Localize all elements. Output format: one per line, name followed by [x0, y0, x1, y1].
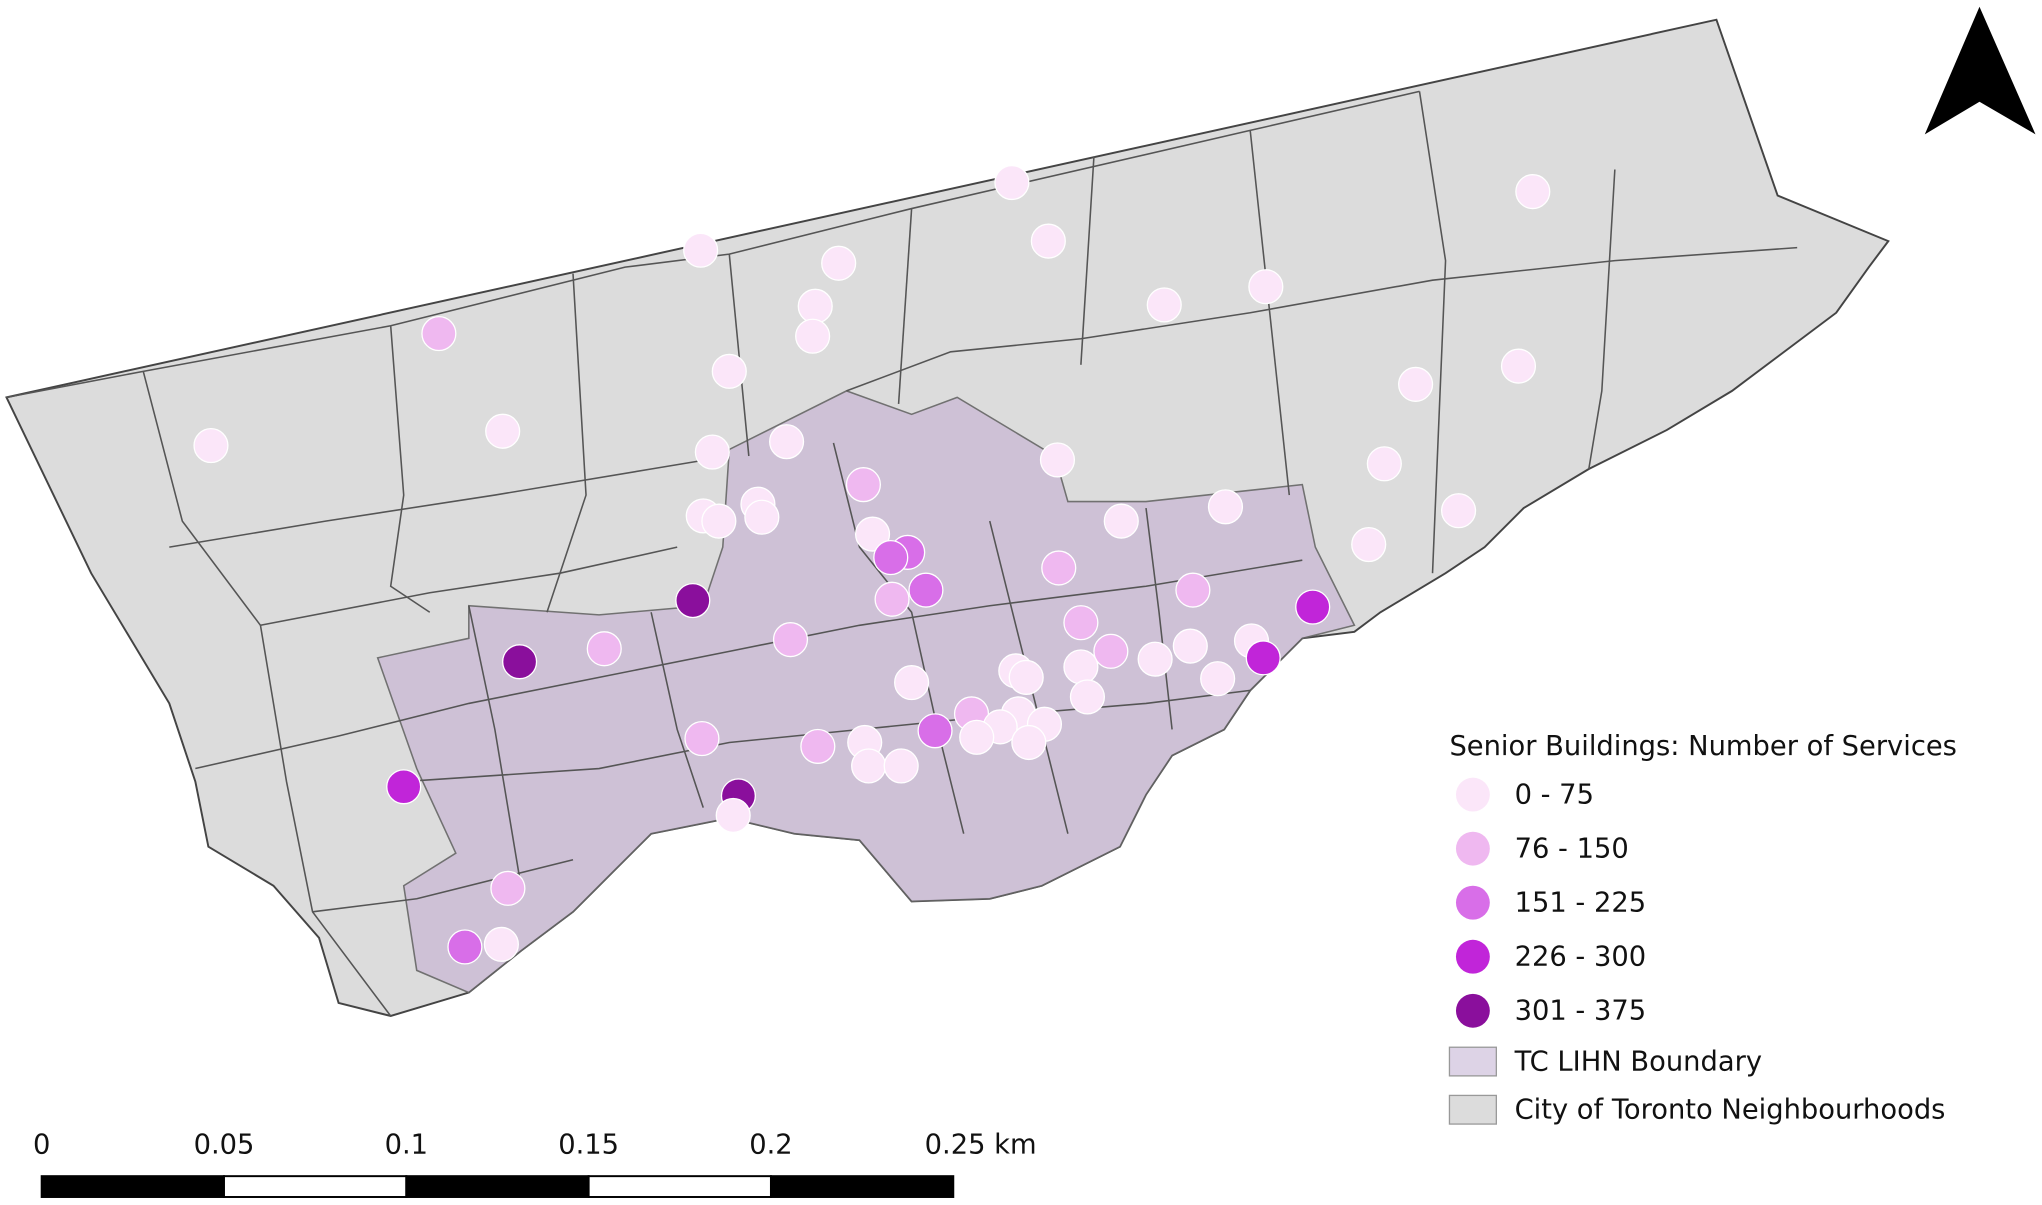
building-point: [1351, 526, 1387, 563]
building-point: [483, 926, 519, 962]
scale-label: 0.05: [194, 1130, 255, 1161]
building-point: [1295, 589, 1331, 625]
scale-segment: [40, 1175, 225, 1198]
building-point: [1146, 287, 1182, 323]
building-point: [917, 713, 953, 749]
building-point: [744, 499, 780, 535]
building-point: [1011, 724, 1047, 761]
building-point: [1063, 605, 1099, 641]
legend-label: TC LIHN Boundary: [1514, 1046, 1762, 1077]
building-point: [701, 503, 737, 539]
building-point: [1366, 446, 1402, 482]
building-point: [447, 929, 483, 965]
legend-label: 0 - 75: [1515, 779, 1594, 810]
legend-swatch: [1455, 993, 1490, 1028]
building-point: [1069, 679, 1105, 715]
building-point: [490, 870, 526, 906]
scale-label: 0.2: [749, 1130, 792, 1161]
legend-label: 301 - 375: [1515, 996, 1647, 1027]
building-point: [845, 467, 882, 503]
building-point: [874, 581, 910, 617]
building-point: [675, 582, 711, 619]
building-point: [854, 516, 891, 552]
building-point: [800, 728, 836, 764]
scale-label: 0.15: [558, 1130, 619, 1161]
building-point: [1030, 223, 1066, 259]
building-point: [959, 719, 995, 755]
scale-label: 0: [33, 1130, 50, 1161]
map-area: [5, 18, 1890, 1017]
building-point: [994, 164, 1030, 201]
building-point: [711, 353, 747, 389]
legend-swatch: [1455, 831, 1490, 866]
legend-label: City of Toronto Neighbourhoods: [1515, 1095, 1946, 1126]
legend-swatch: [1455, 885, 1490, 920]
building-point: [1063, 649, 1099, 685]
building-point: [1515, 174, 1551, 210]
building-point: [821, 245, 857, 281]
building-point: [1200, 661, 1236, 697]
building-point: [1207, 489, 1244, 525]
building-point: [502, 644, 538, 680]
building-point: [1008, 659, 1044, 695]
legend-label: 76 - 150: [1515, 833, 1629, 864]
building-point: [1175, 572, 1211, 608]
building-point: [1398, 366, 1434, 402]
building-point: [586, 631, 622, 667]
north-arrow: [1924, 6, 2036, 135]
legend-swatch: [1455, 939, 1490, 974]
building-point: [769, 424, 805, 460]
building-point: [1248, 269, 1284, 305]
scale-segment: [405, 1175, 590, 1198]
legend-label: 226 - 300: [1515, 942, 1647, 973]
building-point: [715, 797, 751, 834]
building-point: [386, 769, 422, 805]
scale-bar: 0 0.05 0.1 0.15 0.2 0.25 km: [33, 1130, 1037, 1198]
scale-label: 0.1: [385, 1130, 428, 1161]
building-point: [908, 572, 944, 608]
lihn-boundary: [376, 390, 1356, 994]
building-point: [1039, 442, 1076, 478]
building-point: [795, 318, 831, 354]
legend-swatch: [1455, 777, 1490, 812]
building-point: [694, 434, 730, 470]
scale-segment: [587, 1175, 772, 1198]
building-point: [772, 622, 809, 658]
building-point: [894, 665, 930, 701]
building-point: [851, 748, 887, 784]
legend-title: Senior Buildings: Number of Services: [1449, 731, 1956, 762]
building-point: [1172, 628, 1208, 664]
legend: 0 - 75 76 - 150 151 - 225 226 - 300 301 - 37…: [1448, 777, 1946, 1126]
scale-label: 0.25 km: [925, 1130, 1037, 1161]
building-points: [193, 164, 1551, 965]
scale-segment: [223, 1175, 408, 1198]
building-point: [1103, 503, 1139, 539]
building-point: [1041, 550, 1077, 586]
building-point: [883, 748, 919, 784]
building-point: [797, 288, 833, 324]
neighbourhood-lines: [6, 90, 1798, 1017]
building-point: [1093, 633, 1129, 669]
legend-swatch: [1448, 1046, 1497, 1077]
building-point: [1137, 641, 1173, 677]
building-point: [873, 539, 909, 576]
building-point: [1245, 640, 1281, 676]
building-point: [683, 232, 719, 268]
building-point: [421, 315, 457, 352]
building-point: [485, 413, 521, 449]
legend-label: 151 - 225: [1515, 887, 1647, 918]
building-point: [684, 721, 720, 757]
legend-swatch: [1448, 1094, 1497, 1125]
building-point: [193, 427, 229, 464]
building-point: [1440, 493, 1477, 529]
scale-segment: [769, 1175, 955, 1198]
building-point: [1500, 348, 1537, 384]
